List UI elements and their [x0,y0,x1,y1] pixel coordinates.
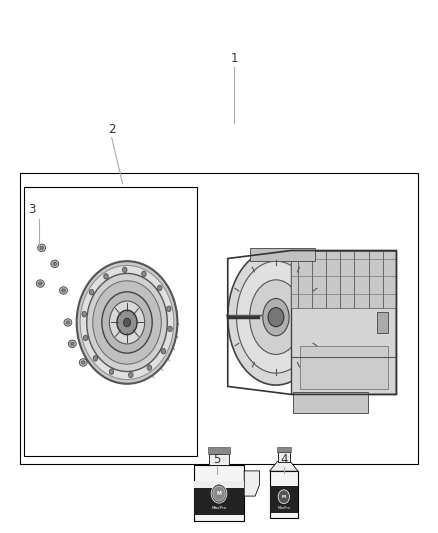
Ellipse shape [237,261,315,373]
Text: MaxPro: MaxPro [277,506,290,511]
Ellipse shape [110,301,145,344]
Ellipse shape [80,265,174,379]
Ellipse shape [102,292,152,353]
Circle shape [147,365,152,370]
Ellipse shape [62,289,65,292]
Ellipse shape [71,342,74,345]
Bar [300,346,388,389]
Bar [291,251,396,308]
Text: 4: 4 [280,453,288,466]
Ellipse shape [60,287,67,294]
Ellipse shape [250,280,302,354]
Bar [194,465,244,521]
Text: M: M [216,491,222,496]
Bar [269,471,298,518]
Bar [269,486,298,513]
Ellipse shape [79,317,178,335]
Circle shape [83,335,88,341]
Circle shape [278,490,290,504]
Circle shape [168,326,172,332]
Bar [209,454,229,465]
Circle shape [128,372,133,378]
Text: MaxPro: MaxPro [212,506,226,510]
Circle shape [104,273,108,279]
Text: 1: 1 [230,52,238,65]
Circle shape [211,484,227,503]
Bar [250,248,315,261]
Ellipse shape [263,298,289,336]
Bar [20,173,418,464]
Ellipse shape [79,359,87,366]
Ellipse shape [117,310,137,335]
Circle shape [93,356,98,361]
Circle shape [82,311,86,317]
Bar [377,312,388,333]
Bar [278,452,290,462]
Bar [194,481,244,515]
Ellipse shape [36,280,44,287]
Circle shape [141,271,146,277]
Circle shape [123,267,127,272]
Ellipse shape [51,260,59,268]
Text: M: M [282,495,286,499]
Ellipse shape [39,282,42,285]
Circle shape [109,369,114,375]
Bar [24,187,197,456]
Text: 5: 5 [213,453,220,466]
Circle shape [166,306,171,312]
Circle shape [161,349,166,354]
Circle shape [268,308,284,327]
Circle shape [124,318,131,327]
Text: 3: 3 [28,203,35,216]
Circle shape [213,486,225,501]
Bar [291,251,396,394]
Ellipse shape [68,340,76,348]
Ellipse shape [40,246,43,249]
Bar [194,481,244,488]
Bar [208,447,230,454]
Ellipse shape [53,262,57,265]
Circle shape [89,289,94,295]
Bar [293,392,368,413]
Bar [277,447,291,452]
Ellipse shape [93,281,161,364]
Text: 2: 2 [108,123,116,136]
Ellipse shape [38,244,46,252]
Polygon shape [269,462,298,471]
Ellipse shape [64,319,72,326]
Ellipse shape [77,261,177,384]
Polygon shape [244,471,259,496]
Ellipse shape [66,321,70,324]
Circle shape [157,285,162,290]
Ellipse shape [81,361,85,364]
Ellipse shape [87,273,167,372]
Ellipse shape [228,249,324,385]
